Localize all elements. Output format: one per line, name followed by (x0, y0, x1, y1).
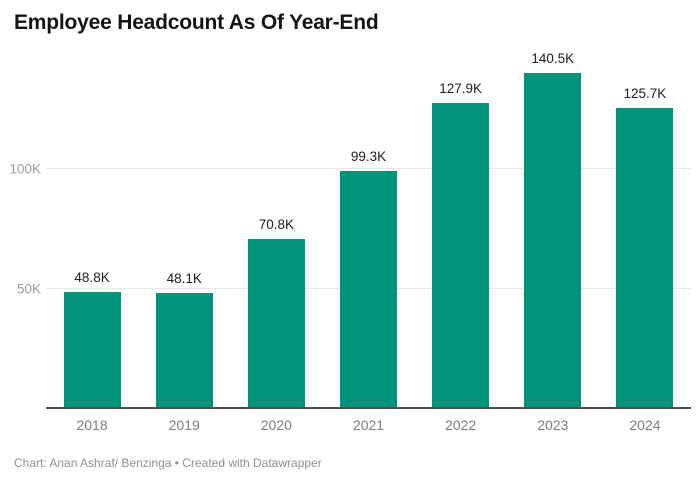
y-axis-tick-label: 100K (9, 161, 41, 177)
bar-value-label-2023: 140.5K (531, 50, 575, 66)
bar-value-label-2018: 48.8K (74, 269, 110, 285)
bar-value-label-2022: 127.9K (439, 80, 483, 96)
x-axis-line (46, 407, 691, 409)
bar-value-label-2021: 99.3K (350, 149, 387, 165)
x-axis-label-2019: 2019 (168, 417, 200, 433)
bar-2019 (155, 293, 213, 408)
bar-2024 (616, 108, 674, 408)
y-axis-tick-label: 50K (16, 281, 41, 297)
x-axis-label-2020: 2020 (260, 417, 292, 433)
x-axis-label-2022: 2022 (445, 417, 477, 433)
bar-2020 (247, 239, 305, 408)
x-axis-label-2021: 2021 (352, 417, 385, 433)
bar-value-label-2020: 70.8K (258, 217, 294, 233)
bar-2022 (432, 102, 490, 408)
plot-area: 50K 100K 48.8K 2018 48.1K 2019 70.8K 2020 99.3K 2… (9, 50, 691, 433)
chart-title: Employee Headcount As Of Year-End (14, 11, 379, 34)
bar-2018 (63, 291, 121, 408)
x-axis-label-2018: 2018 (76, 417, 108, 433)
x-axis-label-2023: 2023 (537, 417, 569, 433)
bar-2023 (524, 72, 582, 408)
bar-2021 (340, 171, 397, 408)
bar-value-label-2024: 125.7K (623, 86, 667, 101)
gridline-100K (46, 168, 691, 170)
x-axis-label-2024: 2024 (629, 417, 661, 433)
chart-footer-credit: Chart: Anan Ashraf/ Benzinga • Created w… (14, 456, 322, 470)
bar-value-label-2019: 48.1K (166, 271, 202, 287)
